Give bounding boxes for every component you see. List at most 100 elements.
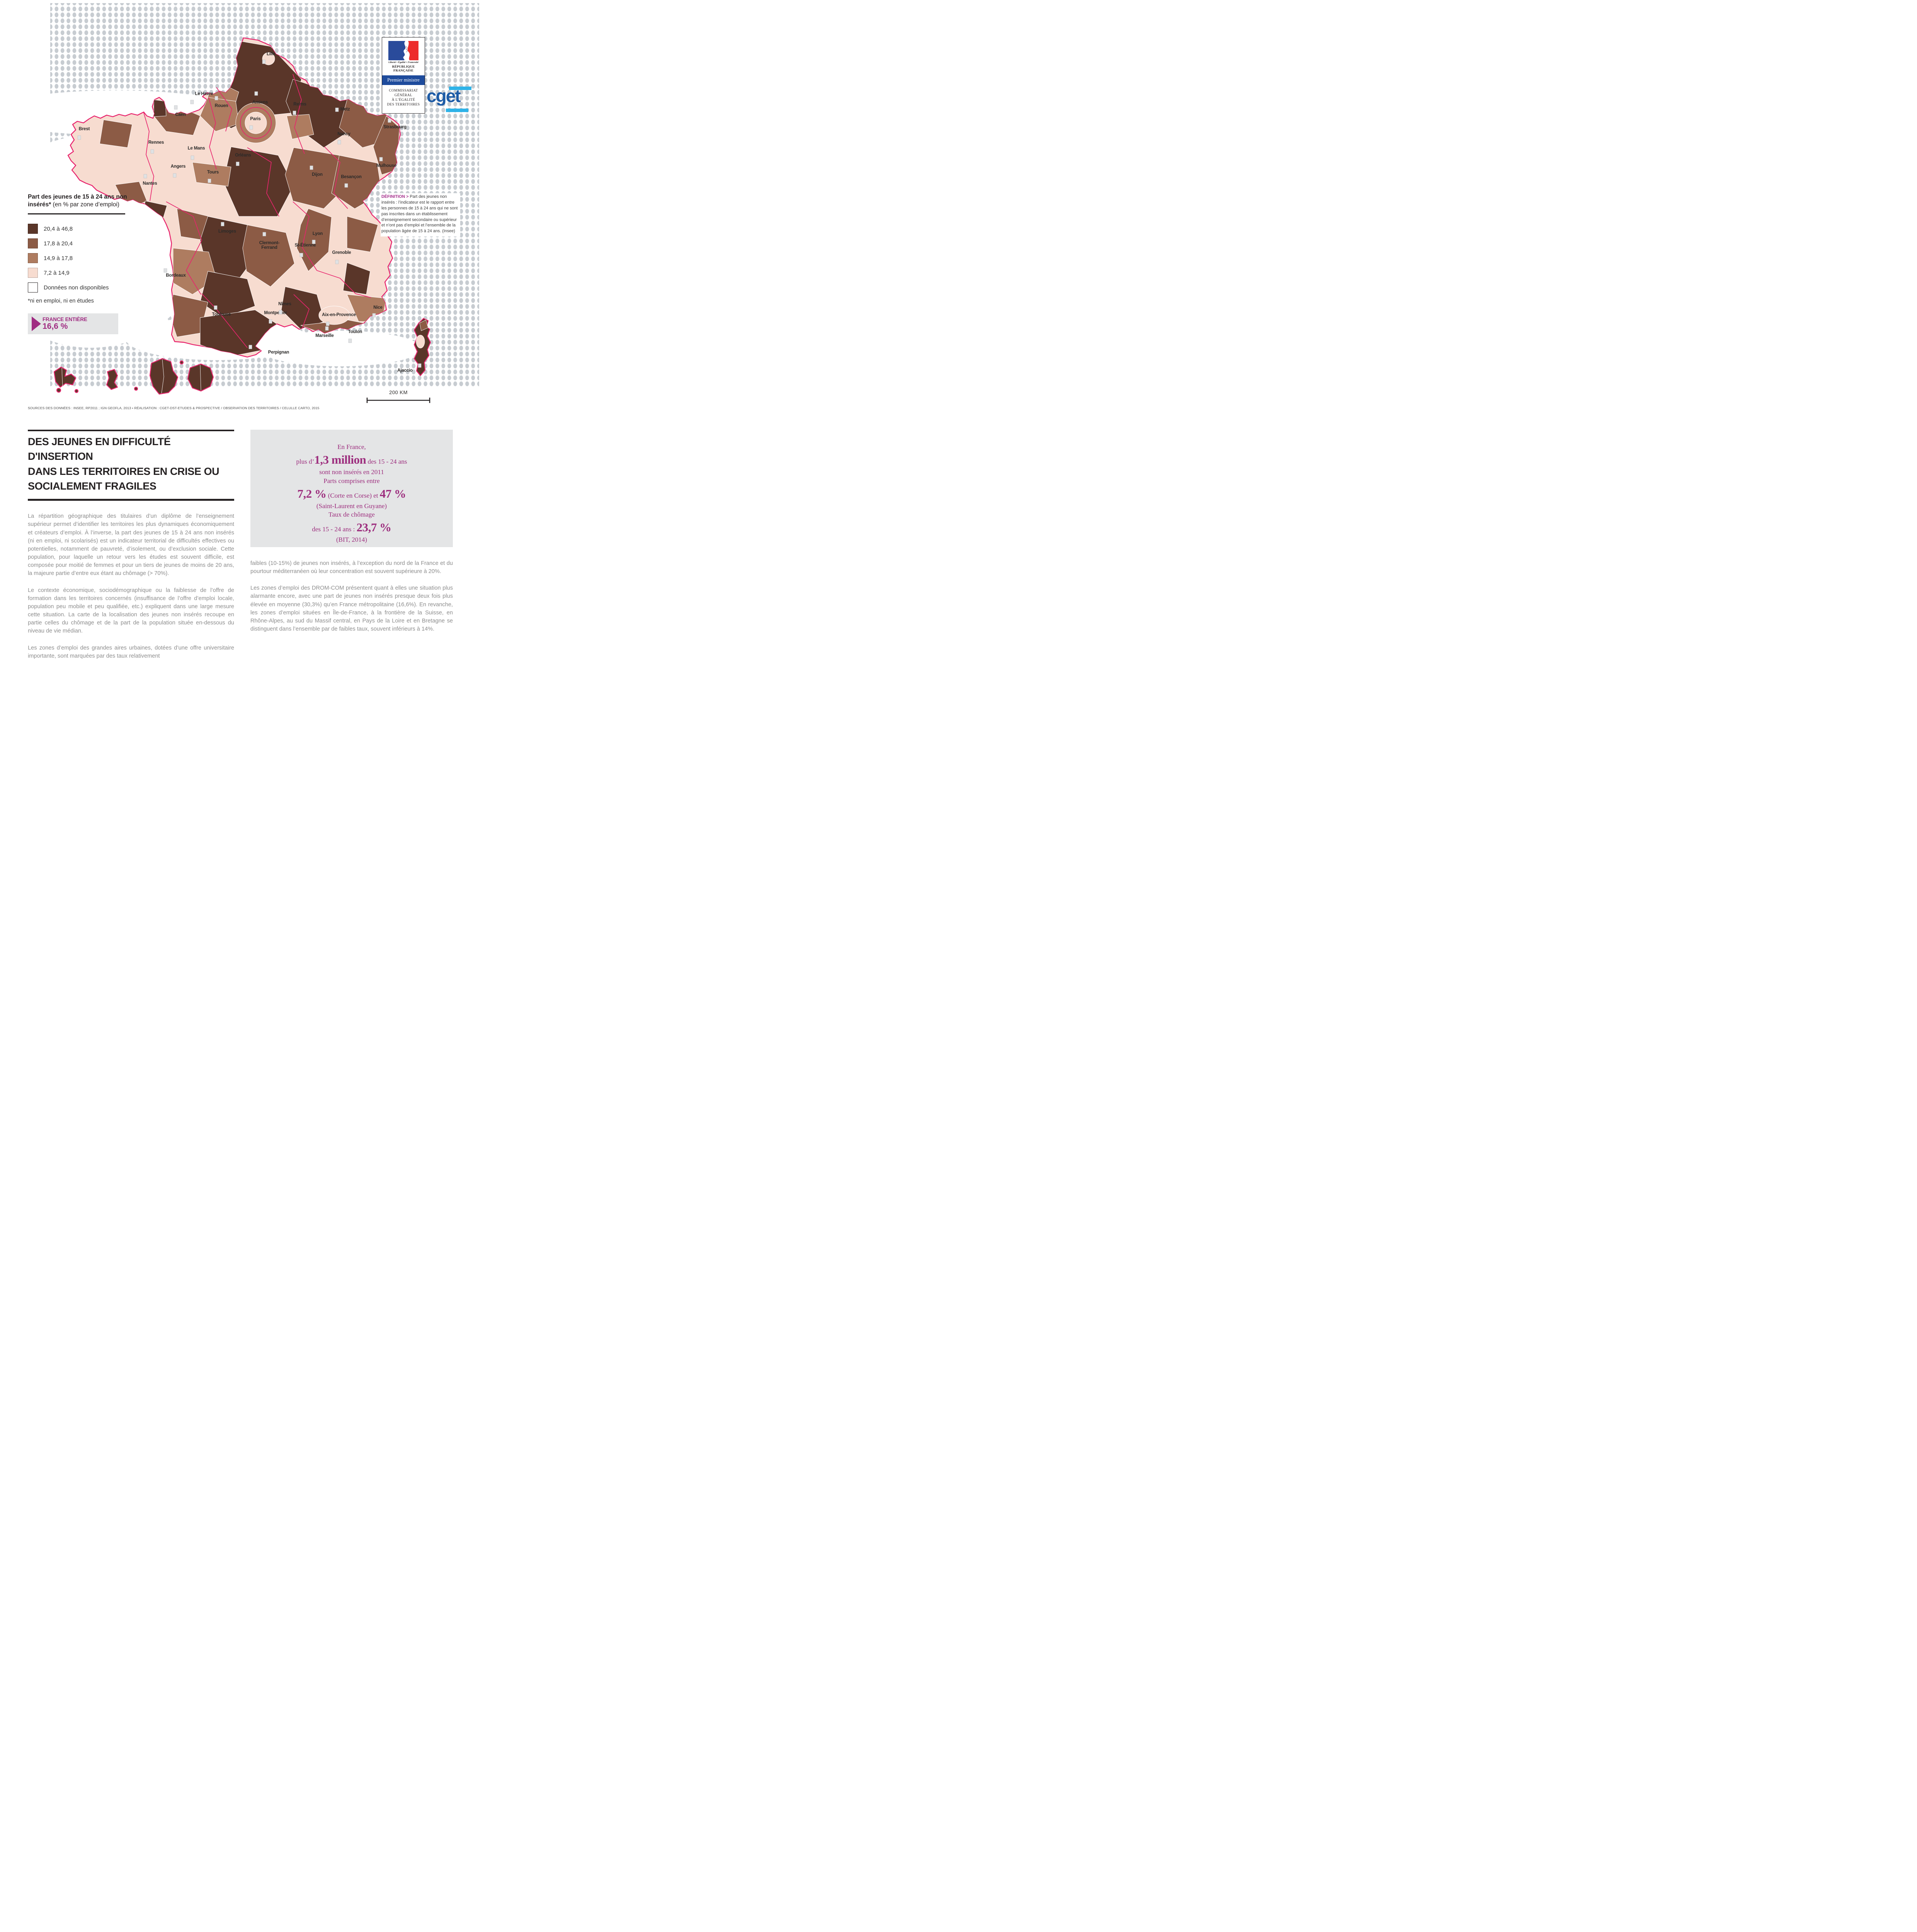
region-borders — [143, 74, 371, 348]
city-marker — [236, 162, 240, 166]
legend-swatch-medium-brown — [28, 238, 38, 249]
france-entiere-label: FRANCE ENTIÈRE — [43, 316, 87, 323]
city-label: Nantes — [143, 181, 157, 186]
marianne-flag-icon — [388, 41, 418, 60]
title-rule-bottom — [28, 499, 234, 501]
city-label: Toulouse — [212, 312, 231, 317]
legend-items: 20,4 à 46,8 17,8 à 20,4 14,9 à 17,8 7,2 … — [28, 224, 128, 293]
title-rule-top — [28, 430, 234, 431]
city-marker — [208, 179, 211, 183]
legend-title: Part des jeunes de 15 à 24 ans non insér… — [28, 193, 128, 209]
city-label: Dijon — [312, 172, 323, 177]
legend-item-label: 7,2 à 14,9 — [44, 269, 70, 276]
body-paragraph: Les zones d’emploi des DROM-COM présente… — [250, 585, 453, 633]
cget-wordmark: cget — [427, 86, 461, 106]
city-label: Rouen — [215, 104, 228, 108]
map-legend: Part des jeunes de 15 à 24 ans non insér… — [28, 193, 128, 335]
legend-item: 20,4 à 46,8 — [28, 224, 128, 234]
overseas-internal-borders — [61, 359, 201, 394]
city-label: Strasbourg — [383, 125, 407, 129]
city-marker — [279, 310, 282, 315]
commissariat-line: À L’ÉGALITÉ — [391, 98, 415, 102]
city-marker — [254, 91, 258, 96]
city-label: Bordeaux — [166, 273, 186, 278]
stat-big-value: 23,7 % — [356, 520, 392, 534]
city-label: Paris — [250, 117, 260, 121]
city-label: Le Mans — [188, 146, 205, 151]
legend-item-label: 20,4 à 46,8 — [44, 225, 73, 232]
article-section: DES JEUNES EN DIFFICULTÉ D'INSERTION DAN… — [28, 430, 453, 666]
city-marker — [299, 253, 303, 257]
city-label: Metz — [340, 107, 350, 112]
stat-item-unemployment: Taux de chômage des 15 - 24 ans : 23,7 %… — [258, 510, 445, 544]
city-label: Angers — [171, 164, 185, 169]
legend-footnote: *ni en emploi, ni en études — [28, 298, 94, 304]
city-marker — [326, 321, 330, 326]
city-label: Amiens — [252, 100, 268, 105]
republique-francaise-logo: Liberté • Égalité • Fraternité RÉPUBLIQU… — [382, 37, 425, 114]
page: 200 KM Lille Amiens Le Havre Rouen Caen Paris… — [0, 0, 479, 678]
city-label: Le Havre — [195, 92, 213, 96]
city-marker — [221, 222, 225, 226]
article-title-line: DES JEUNES EN DIFFICULTÉ D'INSERTION — [28, 436, 171, 463]
sources-line: SOURCES DES DONNÉES : INSEE, RP2011 ; IG… — [28, 406, 320, 410]
city-marker — [214, 305, 218, 310]
stat-line: En France, — [337, 443, 366, 451]
article-title-line: DANS LES TERRITOIRES EN CRISE OU — [28, 465, 219, 477]
city-marker — [337, 140, 341, 145]
stat-item-million: En France, plus d’1,3 million des 15 - 2… — [258, 443, 445, 477]
city-label: Lyon — [313, 231, 323, 236]
stat-line: Parts comprises entre — [323, 477, 380, 485]
city-label: Lille — [267, 52, 275, 56]
city-marker — [335, 107, 339, 112]
commissariat-line: COMMISSARIAT — [389, 89, 418, 93]
legend-title-normal: (en % par zone d’emploi) — [51, 201, 119, 208]
city-marker — [190, 100, 194, 104]
city-label: Nancy — [337, 132, 350, 136]
city-marker — [312, 240, 316, 244]
france-entiere-box: FRANCE ENTIÈRE 16,6 % — [28, 313, 118, 335]
stat-item-range: Parts comprises entre 7,2 % (Corte en Co… — [258, 477, 445, 511]
city-label: Toulon — [348, 330, 362, 334]
city-label: Ajaccio — [397, 368, 413, 373]
legend-title-bold: Part des jeunes de 15 à 24 ans non insér… — [28, 194, 127, 208]
cget-top-bar-icon — [449, 87, 471, 90]
article-left-column: DES JEUNES EN DIFFICULTÉ D'INSERTION DAN… — [28, 430, 234, 666]
legend-item-label: 14,9 à 17,8 — [44, 255, 73, 262]
city-marker — [191, 155, 194, 160]
stat-line-big: des 15 - 24 ans : 23,7 % — [312, 520, 392, 534]
legend-item: Données non disponibles — [28, 282, 128, 293]
city-label: Reims — [293, 102, 306, 107]
city-marker — [174, 105, 178, 110]
triangle-icon — [32, 316, 41, 332]
city-label: Caen — [175, 112, 185, 117]
city-marker — [293, 111, 296, 115]
city-marker — [348, 338, 352, 343]
city-label: Besançon — [341, 175, 362, 179]
city-label: Aix-en-Provence — [322, 313, 356, 317]
stat-big-value: 7,2 % — [297, 486, 327, 500]
city-marker — [249, 125, 253, 130]
definition-text: Part des jeunes non insérés : l’indicate… — [381, 194, 458, 234]
article-title: DES JEUNES EN DIFFICULTÉ D'INSERTION DAN… — [28, 434, 234, 493]
city-marker — [143, 174, 147, 179]
city-marker — [388, 118, 391, 123]
city-marker — [214, 96, 218, 100]
legend-item: 17,8 à 20,4 — [28, 238, 128, 249]
city-label: Brest — [79, 127, 90, 131]
city-marker — [150, 149, 154, 154]
city-label: Clermont-Ferrand — [259, 241, 280, 250]
city-marker — [372, 313, 376, 318]
city-label: Marseille — [315, 333, 333, 338]
legend-swatch-dark-brown — [28, 224, 38, 234]
city-marker — [262, 232, 266, 236]
scale-bar: 200 KM — [366, 389, 430, 403]
city-label: St-Étienne — [295, 243, 316, 248]
city-labels-layer: Lille Amiens Le Havre Rouen Caen Paris Reims Me… — [77, 52, 422, 373]
legend-divider — [28, 213, 125, 215]
city-label: Nîmes — [278, 302, 291, 306]
legend-swatch-light-brown — [28, 253, 38, 264]
city-marker — [77, 135, 81, 140]
definition-box: DÉFINITION > Part des jeunes non insérés… — [381, 193, 460, 237]
cget-logo: cget — [427, 87, 478, 117]
